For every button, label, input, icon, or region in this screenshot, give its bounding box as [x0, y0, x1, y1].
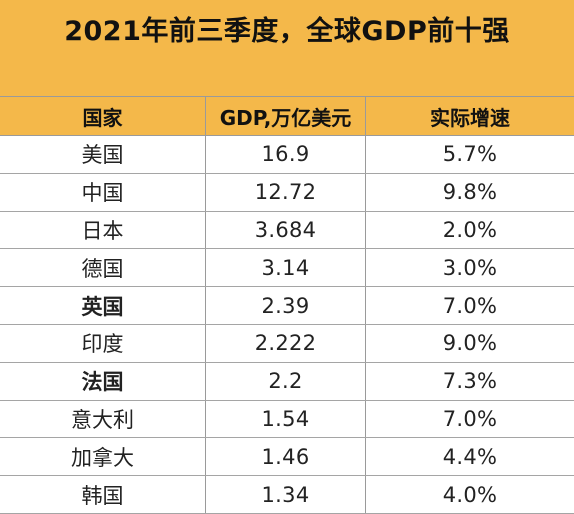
country-cell: 德国 — [0, 249, 206, 287]
growth-cell: 7.0% — [442, 406, 498, 431]
table-row: 英国 2.39 7.0% — [0, 287, 574, 325]
title-band: 2021年前三季度，全球GDP前十强 — [0, 0, 574, 96]
table-row: 加拿大 1.46 4.4% — [0, 438, 574, 477]
gdp-cell: 1.54 — [206, 400, 366, 438]
gdp-cell: 12.72 — [206, 173, 366, 211]
table-row: 美国 16.9 5.7% — [0, 136, 574, 174]
table-row: 中国 12.72 9.8% — [0, 173, 574, 212]
growth-cell: 5.7% — [442, 142, 498, 167]
gdp-cell: 2.222 — [206, 324, 366, 362]
country-cell: 韩国 — [0, 476, 206, 513]
growth-cell: 9.8% — [442, 180, 498, 205]
growth-cell: 4.4% — [442, 444, 498, 469]
country-cell: 英国 — [0, 287, 206, 324]
table-row: 德国 3.14 3.0% — [0, 249, 574, 288]
table-row: 法国 2.2 7.3% — [0, 362, 574, 401]
country-cell: 加拿大 — [0, 438, 206, 476]
gdp-cell: 3.684 — [206, 211, 366, 249]
column-header-gdp: GDP,万亿美元 — [206, 97, 366, 135]
table-header-row: 国家 GDP,万亿美元 实际增速 — [0, 97, 574, 136]
table-row: 韩国 1.34 4.0% — [0, 476, 574, 514]
country-cell: 印度 — [0, 324, 206, 362]
country-cell: 意大利 — [0, 400, 206, 438]
gdp-cell: 2.39 — [206, 287, 366, 324]
table-row: 印度 2.222 9.0% — [0, 324, 574, 363]
growth-cell: 3.0% — [442, 255, 498, 280]
country-cell: 法国 — [0, 362, 206, 400]
growth-cell: 2.0% — [442, 217, 498, 242]
gdp-table: 国家 GDP,万亿美元 实际增速 美国 16.9 5.7% 中国 12.72 9… — [0, 96, 574, 514]
growth-cell: 9.0% — [442, 331, 498, 356]
country-cell: 美国 — [0, 136, 206, 173]
table-row: 意大利 1.54 7.0% — [0, 400, 574, 439]
gdp-cell: 16.9 — [206, 136, 366, 173]
country-cell: 中国 — [0, 173, 206, 211]
growth-cell: 7.3% — [442, 369, 498, 394]
gdp-cell: 1.34 — [206, 476, 366, 513]
column-header-country: 国家 — [0, 97, 206, 135]
gdp-cell: 3.14 — [206, 249, 366, 287]
gdp-cell: 1.46 — [206, 438, 366, 476]
column-header-growth: 实际增速 — [430, 105, 510, 130]
country-cell: 日本 — [0, 211, 206, 249]
growth-cell: 7.0% — [442, 293, 498, 318]
gdp-cell: 2.2 — [206, 362, 366, 400]
table-title: 2021年前三季度，全球GDP前十强 — [64, 16, 510, 47]
growth-cell: 4.0% — [442, 482, 498, 507]
table-row: 日本 3.684 2.0% — [0, 211, 574, 250]
